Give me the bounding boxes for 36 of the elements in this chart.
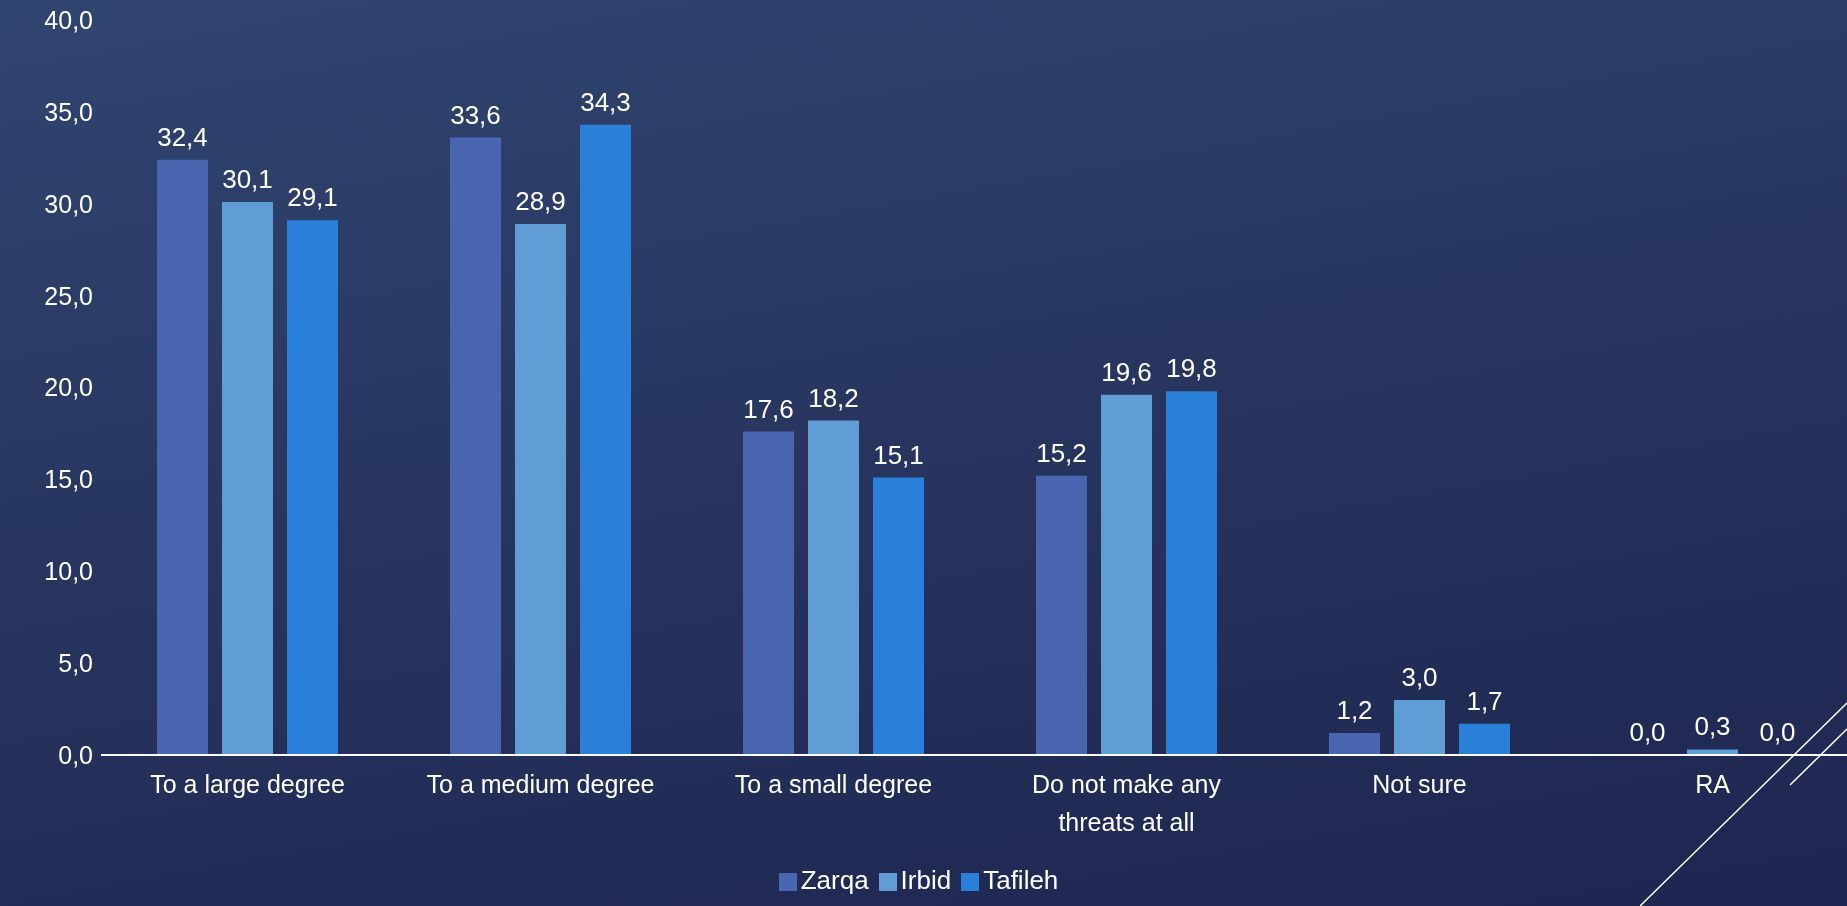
data-label: 3,0 [1401,661,1438,692]
data-label: 29,1 [287,182,338,213]
x-tick-label: To a small degree [734,770,933,798]
y-tick-label: 0,0 [58,740,93,769]
data-label: 28,9 [515,185,566,216]
data-label: 30,1 [222,163,273,194]
data-label: 18,2 [808,382,859,413]
data-label: 19,8 [1166,353,1217,384]
data-label: 15,1 [873,439,924,470]
y-tick-label: 40,0 [44,5,93,34]
y-tick-label: 30,0 [44,189,93,218]
x-tick-label: RA [1695,770,1731,798]
x-tick-label: Not sure [1372,770,1467,798]
data-label: 32,4 [157,121,208,152]
y-tick-label: 5,0 [58,649,93,677]
data-label: 1,2 [1336,694,1373,725]
data-label: 1,7 [1466,685,1503,716]
data-label: 15,2 [1036,437,1087,468]
data-label: 0,0 [1759,716,1796,747]
data-label: 0,3 [1694,711,1731,742]
x-tick-label: To a large degree [150,770,345,798]
y-tick-label: 10,0 [44,557,93,586]
y-tick-label: 15,0 [44,465,93,494]
legend-label: Tafileh [983,865,1059,895]
y-tick-label: 20,0 [44,373,93,402]
y-tick-label: 35,0 [44,97,93,126]
data-label: 17,6 [743,393,794,424]
data-label: 0,0 [1629,716,1666,747]
data-label: 33,6 [450,99,501,130]
x-tick-label: To a medium degree [426,770,655,798]
y-tick-label: 25,0 [44,281,93,310]
x-tick-label: Do not make any threats at all [1032,770,1222,836]
data-label: 34,3 [580,86,631,117]
data-label: 19,6 [1101,356,1152,387]
legend-label: Zarqa [800,865,869,895]
legend-label: Irbid [900,865,952,895]
